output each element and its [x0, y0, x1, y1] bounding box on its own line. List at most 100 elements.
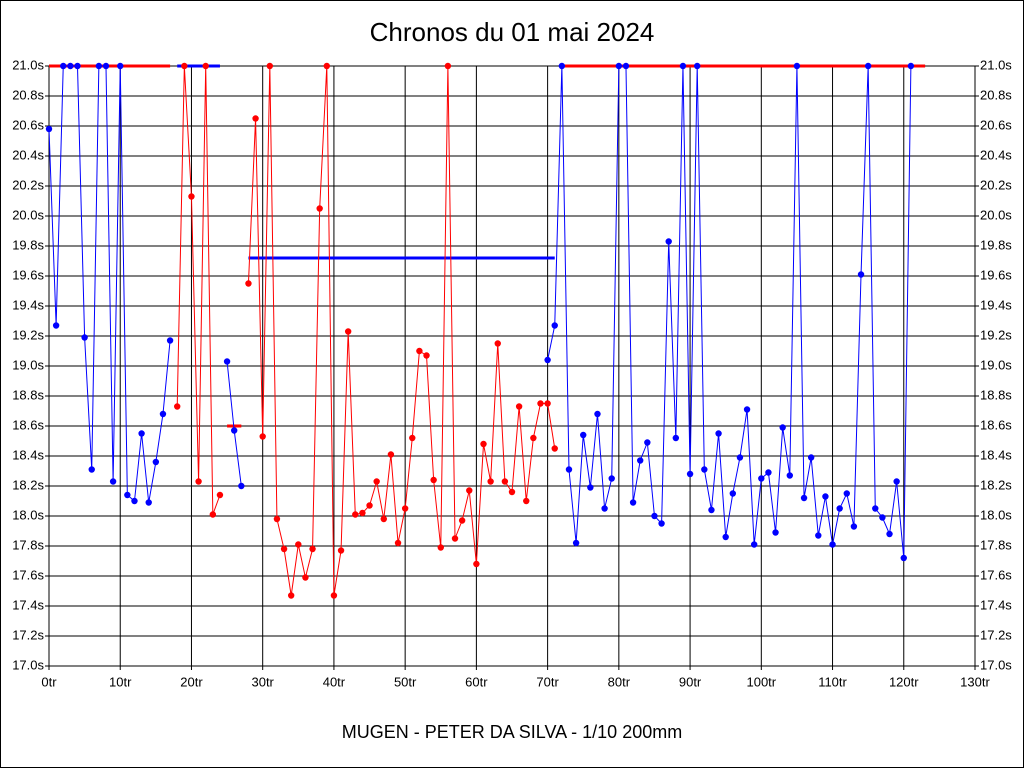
lap-point	[409, 434, 416, 442]
y-tick-label: 19.4s	[12, 297, 44, 312]
lap-point	[259, 433, 266, 440]
y-tick-label: 17.2s	[12, 627, 44, 642]
lap-point	[309, 545, 316, 553]
lap-point	[907, 62, 915, 70]
lap-point	[800, 494, 808, 502]
lap-point	[373, 478, 380, 485]
lap-point	[515, 403, 523, 410]
lap-point	[580, 431, 587, 439]
y2-tick-label: 18.0s	[980, 507, 1012, 522]
lap-point	[879, 514, 886, 521]
y2-tick-label: 20.2s	[980, 177, 1012, 192]
lap-point	[45, 125, 53, 133]
lap-point	[416, 347, 423, 355]
x-tick-label: 50tr	[394, 674, 417, 689]
lap-point	[807, 454, 815, 461]
lap-point	[786, 472, 793, 479]
lap-point	[359, 509, 366, 517]
lap-point	[736, 454, 744, 461]
lap-point	[679, 62, 687, 70]
lap-point	[622, 62, 630, 70]
lap-point	[822, 493, 829, 500]
lap-point	[857, 271, 865, 278]
lap-point	[337, 547, 345, 554]
lap-point	[544, 400, 551, 407]
lap-point	[252, 115, 259, 122]
lap-point	[152, 458, 160, 466]
lap-point	[843, 490, 850, 497]
lap-point	[451, 535, 459, 542]
lap-point	[487, 478, 494, 485]
lap-point	[608, 475, 615, 482]
x-tick-label: 110tr	[818, 674, 847, 689]
x-tick-label: 30tr	[251, 674, 274, 689]
y2-tick-label: 21.0s	[980, 57, 1012, 72]
lap-point	[686, 470, 694, 478]
lap-point	[387, 451, 395, 458]
lap-point	[166, 337, 174, 344]
lap-point	[772, 529, 779, 536]
lap-point	[401, 505, 409, 512]
y2-tick-label: 19.2s	[980, 327, 1012, 342]
lap-point	[765, 469, 772, 476]
lap-point	[473, 560, 480, 568]
x-tick-label: 0tr	[41, 674, 57, 689]
lap-point	[558, 62, 566, 70]
lap-point	[637, 457, 644, 464]
lap-point	[530, 434, 537, 442]
y-tick-label: 19.0s	[12, 357, 44, 372]
y-tick-label: 19.2s	[12, 327, 44, 342]
lap-point	[109, 478, 117, 485]
lap-point	[665, 238, 672, 245]
y2-tick-label: 17.8s	[980, 537, 1012, 552]
y2-tick-label: 19.4s	[980, 297, 1012, 312]
lap-point	[81, 334, 88, 341]
lap-point	[629, 499, 637, 506]
lap-point	[494, 340, 501, 347]
lap-point	[302, 574, 309, 581]
lap-point	[523, 497, 530, 505]
lap-point	[231, 427, 238, 434]
lap-point	[729, 490, 737, 497]
lap-point	[658, 520, 665, 527]
lap-point	[701, 466, 708, 473]
lap-point	[829, 541, 836, 548]
lap-point	[52, 322, 60, 329]
lap-point	[174, 403, 181, 410]
lap-point	[295, 541, 302, 548]
lap-point	[430, 476, 437, 484]
chart-subtitle: MUGEN - PETER DA SILVA - 1/10 200mm	[342, 722, 682, 742]
lap-point	[159, 410, 167, 418]
lap-point	[74, 62, 81, 70]
y-tick-label: 18.0s	[12, 507, 44, 522]
lap-point	[323, 62, 330, 70]
x-tick-label: 40tr	[323, 674, 346, 689]
lap-point	[480, 440, 487, 448]
y-tick-label: 20.8s	[12, 87, 44, 102]
y-tick-label: 21.0s	[12, 57, 44, 72]
lap-point	[708, 506, 715, 514]
y-tick-label: 19.8s	[12, 237, 44, 252]
lap-point	[466, 487, 473, 494]
lap-point	[601, 505, 608, 512]
y2-tick-label: 17.4s	[980, 597, 1012, 612]
lap-point	[366, 502, 373, 509]
x-tick-label: 70tr	[536, 674, 559, 689]
y2-tick-label: 19.0s	[980, 357, 1012, 372]
lap-point	[850, 523, 858, 530]
x-tick-label: 100tr	[746, 674, 776, 689]
x-tick-label: 10tr	[109, 674, 132, 689]
lap-point	[444, 62, 452, 70]
y2-tick-label: 17.6s	[980, 567, 1012, 582]
lap-point	[394, 539, 402, 547]
lap-point	[181, 62, 188, 70]
y-tick-label: 20.2s	[12, 177, 44, 192]
lap-point	[458, 517, 466, 524]
y2-tick-label: 18.2s	[980, 477, 1012, 492]
lap-point	[138, 430, 145, 437]
lap-point	[715, 430, 722, 437]
chart-title: Chronos du 01 mai 2024	[370, 17, 655, 47]
y-tick-label: 20.0s	[12, 207, 44, 222]
